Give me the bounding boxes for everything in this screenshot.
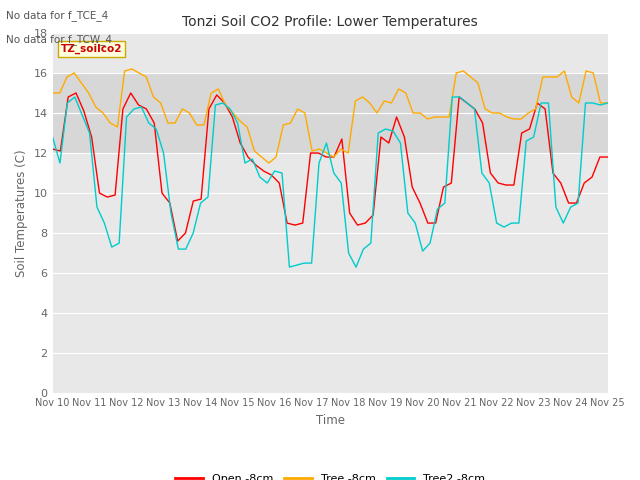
Title: Tonzi Soil CO2 Profile: Lower Temperatures: Tonzi Soil CO2 Profile: Lower Temperatur… (182, 15, 478, 29)
Text: TZ_soilco2: TZ_soilco2 (61, 44, 122, 54)
Y-axis label: Soil Temperatures (C): Soil Temperatures (C) (15, 149, 28, 277)
Text: No data for f_TCW_4: No data for f_TCW_4 (6, 34, 113, 45)
X-axis label: Time: Time (316, 414, 344, 427)
Legend: Open -8cm, Tree -8cm, Tree2 -8cm: Open -8cm, Tree -8cm, Tree2 -8cm (170, 469, 490, 480)
Text: No data for f_TCE_4: No data for f_TCE_4 (6, 10, 109, 21)
Bar (52, 73, 608, 153)
